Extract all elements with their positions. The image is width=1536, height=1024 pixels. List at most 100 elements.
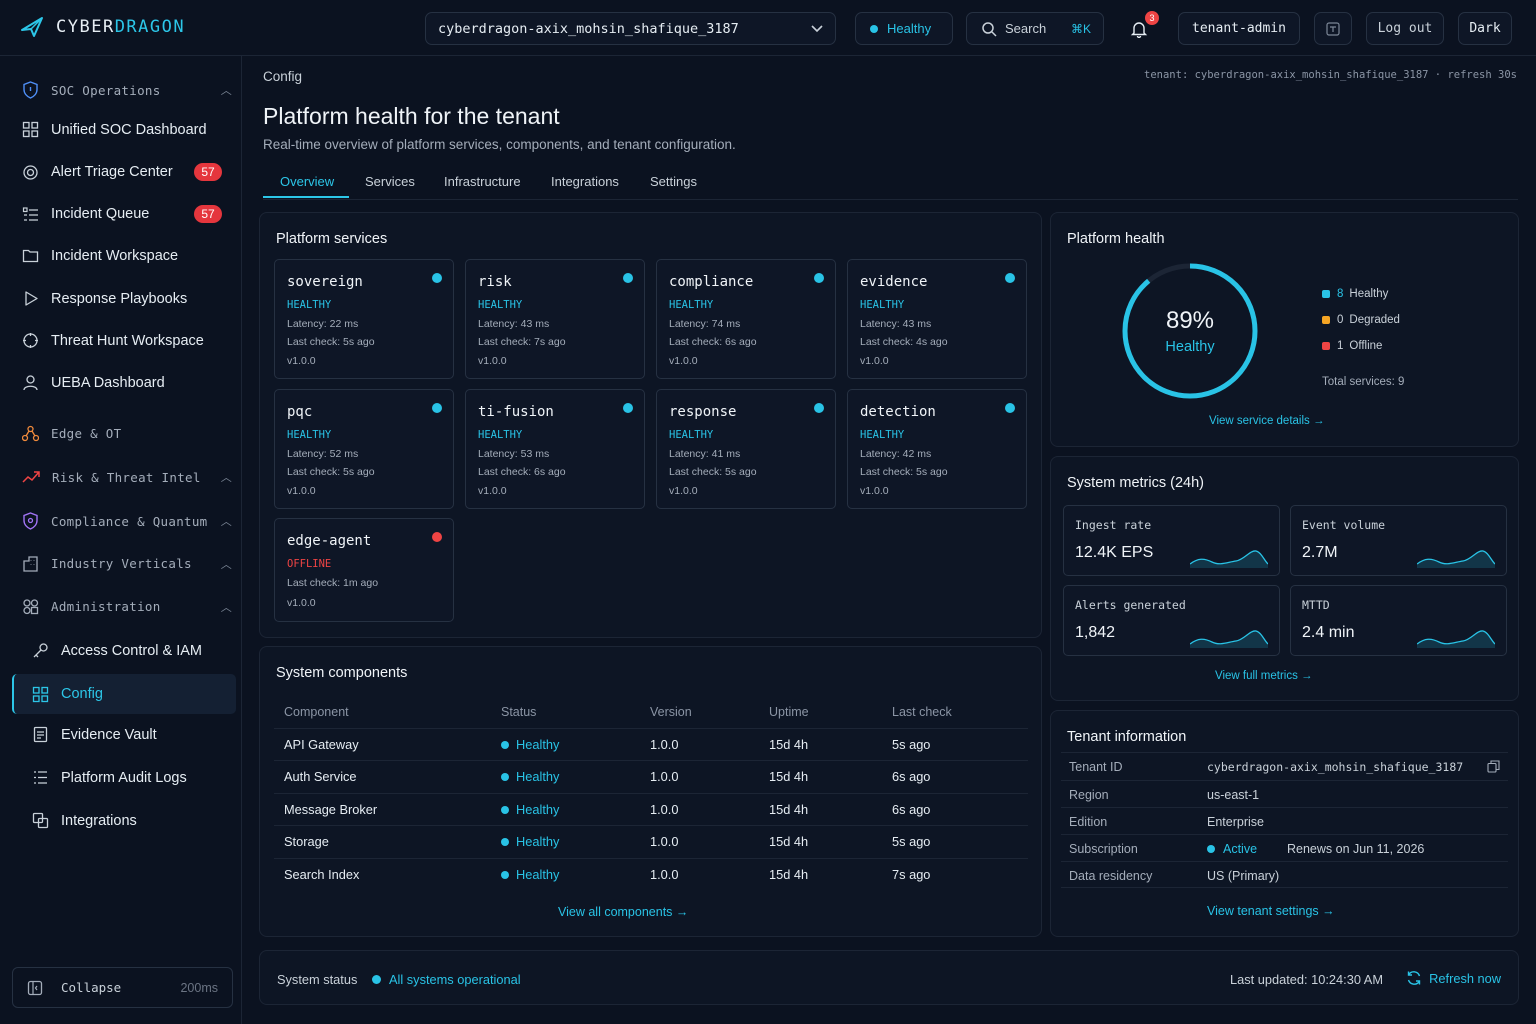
logo[interactable]: CYBERDRAGON <box>20 16 185 38</box>
top-bar: CYBERDRAGON cyberdragon-axix_mohsin_shaf… <box>0 0 1536 56</box>
health-status-label: Healthy <box>887 21 932 36</box>
sidebar-item-unified-soc-dashboard[interactable]: Unified SOC Dashboard <box>22 121 222 138</box>
sidebar-item-label: Response Playbooks <box>51 290 188 307</box>
info-key: Region <box>1069 788 1109 802</box>
nav-group-risk[interactable]: Risk & Threat Intel ︿ <box>22 469 232 485</box>
component-uptime: 15d 4h <box>759 857 882 891</box>
sidebar-item-incident-queue[interactable]: Incident Queue 57 <box>22 205 222 223</box>
metric-card-mttd[interactable]: MTTD 2.4 min <box>1290 585 1507 656</box>
component-status-label: Healthy <box>516 867 560 882</box>
component-version: 1.0.0 <box>640 727 759 761</box>
sidebar-item-response-playbooks[interactable]: Response Playbooks <box>22 290 222 307</box>
service-latency: Latency: 43 ms <box>860 318 932 330</box>
health-status-pill[interactable]: Healthy <box>855 12 953 45</box>
sidebar-item-integrations[interactable]: Integrations <box>32 812 232 829</box>
info-value: US (Primary) <box>1207 869 1280 883</box>
sidebar-item-ueba-dashboard[interactable]: UEBA Dashboard <box>22 374 222 391</box>
breadcrumb: Config <box>263 69 303 84</box>
service-card-detection[interactable]: detection HEALTHY Latency: 42 ms Last check… <box>847 389 1027 509</box>
bell-icon <box>1130 21 1148 38</box>
platform-services-panel: Platform services sovereign HEALTHY Latenc… <box>259 212 1042 638</box>
table-row[interactable]: Search Index Healthy 1.0.0 15d 4h 7s ago <box>274 857 1028 891</box>
nav-group-industry[interactable]: Industry Verticals ︿ <box>22 555 232 572</box>
sidebar-item-platform-audit-logs[interactable]: Platform Audit Logs <box>32 769 232 786</box>
health-dot-icon <box>870 24 878 33</box>
tab-infrastructure[interactable]: Infrastructure <box>444 174 521 189</box>
metric-label: Event volume <box>1302 518 1386 532</box>
theme-toggle-button[interactable]: Dark <box>1458 12 1512 45</box>
service-card-response[interactable]: response HEALTHY Latency: 41 ms Last check:… <box>656 389 836 509</box>
system-status-label: System status <box>277 972 358 987</box>
sidebar-item-alert-triage-center[interactable]: Alert Triage Center 57 <box>22 163 222 181</box>
service-card-sovereign[interactable]: sovereign HEALTHY Latency: 22 ms Last check… <box>274 259 454 379</box>
service-status: HEALTHY <box>860 299 905 311</box>
tenant-selector[interactable]: cyberdragon-axix_mohsin_shafique_3187 <box>425 12 836 45</box>
metric-card-alerts-generated[interactable]: Alerts generated 1,842 <box>1063 585 1280 656</box>
chevron-up-icon: ︿ <box>220 557 232 571</box>
nav-group-label: Industry Verticals <box>51 556 192 571</box>
service-card-compliance[interactable]: compliance HEALTHY Latency: 74 ms Last chec… <box>656 259 836 379</box>
status-dot-icon <box>501 805 509 814</box>
legend-swatch <box>1322 316 1330 324</box>
language-button[interactable] <box>1314 12 1352 45</box>
logout-button[interactable]: Log out <box>1366 12 1444 45</box>
notifications-button[interactable]: 3 <box>1117 11 1161 45</box>
sidebar-item-evidence-vault[interactable]: Evidence Vault <box>32 726 232 743</box>
sidebar-item-threat-hunt-workspace[interactable]: Threat Hunt Workspace <box>22 332 222 349</box>
service-last-check: Last check: 6s ago <box>669 336 757 348</box>
metric-card-event-volume[interactable]: Event volume 2.7M <box>1290 505 1507 576</box>
service-name: response <box>669 404 737 420</box>
nav-group-compliance[interactable]: Compliance & Quantum ︿ <box>22 512 232 530</box>
service-card-ti-fusion[interactable]: ti-fusion HEALTHY Latency: 53 ms Last check… <box>465 389 645 509</box>
search-button[interactable]: Search ⌘K <box>966 12 1104 45</box>
nav-group-administration[interactable]: Administration ︿ <box>22 598 232 615</box>
tenant-selector-value: cyberdragon-axix_mohsin_shafique_3187 <box>438 20 739 37</box>
service-card-evidence[interactable]: evidence HEALTHY Latency: 43 ms Last check:… <box>847 259 1027 379</box>
tenant-information-panel: Tenant information Tenant ID cyberdragon… <box>1050 710 1519 937</box>
active-tab-indicator <box>263 196 349 198</box>
tab-overview[interactable]: Overview <box>280 174 335 189</box>
view-all-components-link[interactable]: View all components → <box>558 905 689 919</box>
network-nodes-icon <box>22 425 39 442</box>
view-full-metrics-link[interactable]: View full metrics → <box>1215 670 1313 682</box>
tab-integrations[interactable]: Integrations <box>551 174 619 189</box>
metric-label: Ingest rate <box>1075 518 1152 532</box>
service-name: ti-fusion <box>478 404 554 420</box>
service-last-check: Last check: 1m ago <box>287 577 379 589</box>
copy-icon[interactable] <box>1487 760 1500 773</box>
collapse-sidebar-button[interactable]: Collapse 200ms <box>12 967 233 1008</box>
total-services: Total services: 9 <box>1322 376 1405 388</box>
table-row[interactable]: API Gateway Healthy 1.0.0 15d 4h 5s ago <box>274 727 1028 761</box>
user-icon <box>23 375 38 391</box>
user-menu-button[interactable]: tenant-admin <box>1178 12 1300 45</box>
tab-services[interactable]: Services <box>365 174 415 189</box>
table-row[interactable]: Auth Service Healthy 1.0.0 15d 4h 6s ago <box>274 760 1028 793</box>
nav-group-edge[interactable]: Edge & OT <box>22 425 232 442</box>
view-service-details-link[interactable]: View service details → <box>1209 415 1325 427</box>
nav-group-soc[interactable]: SOC Operations ︿ <box>22 81 232 99</box>
service-card-edge-agent[interactable]: edge-agent OFFLINE Last check: 1m ago v1.0.… <box>274 518 454 622</box>
sidebar-item-access-control[interactable]: Access Control & IAM <box>32 642 232 659</box>
service-name: sovereign <box>287 274 363 290</box>
service-card-risk[interactable]: risk HEALTHY Latency: 43 ms Last check: 7s … <box>465 259 645 379</box>
sparkline-chart <box>1190 550 1268 568</box>
component-uptime: 15d 4h <box>759 825 882 858</box>
components-table: Component Status Version Uptime Last che… <box>274 696 1028 891</box>
tab-settings[interactable]: Settings <box>650 174 697 189</box>
table-row[interactable]: Message Broker Healthy 1.0.0 15d 4h 6s ago <box>274 792 1028 826</box>
brand-name: CYBERDRAGON <box>56 17 185 37</box>
view-tenant-settings-link[interactable]: View tenant settings → <box>1207 904 1335 918</box>
service-latency: Latency: 41 ms <box>669 448 741 460</box>
service-version: v1.0.0 <box>478 355 507 367</box>
table-row[interactable]: Storage Healthy 1.0.0 15d 4h 5s ago <box>274 825 1028 858</box>
refresh-now-button[interactable]: Refresh now <box>1406 970 1501 986</box>
service-status: HEALTHY <box>669 299 714 311</box>
info-value: Enterprise <box>1207 815 1264 829</box>
sidebar-item-incident-workspace[interactable]: Incident Workspace <box>22 247 222 264</box>
metric-card-ingest-rate[interactable]: Ingest rate 12.4K EPS <box>1063 505 1280 576</box>
component-status-label: Healthy <box>516 736 560 752</box>
service-card-pqc[interactable]: pqc HEALTHY Latency: 52 ms Last check: 5s a… <box>274 389 454 509</box>
component-name: Auth Service <box>274 760 491 793</box>
component-last-check: 5s ago <box>882 727 1028 761</box>
sidebar-item-config[interactable]: Config <box>12 674 236 714</box>
